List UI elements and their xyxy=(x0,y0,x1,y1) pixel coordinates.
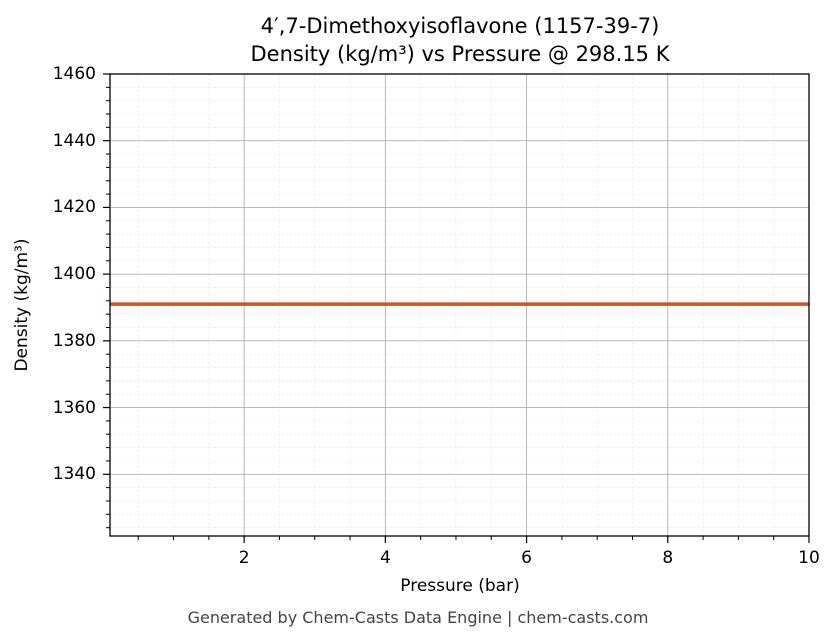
x-axis-label: Pressure (bar) xyxy=(400,576,520,596)
y-tick-label: 1400 xyxy=(52,264,96,285)
tick-marks xyxy=(103,73,810,543)
x-tick-label: 4 xyxy=(379,548,391,568)
x-tick-label: 10 xyxy=(798,548,820,568)
y-tick-label: 1440 xyxy=(52,130,96,151)
y-tick-label: 1380 xyxy=(52,330,96,351)
x-tick-label: 2 xyxy=(238,548,250,568)
y-tick-label: 1340 xyxy=(52,464,96,485)
plot-frame xyxy=(109,73,810,537)
y-tick-label: 1360 xyxy=(52,397,96,418)
footer-credit: Generated by Chem-Casts Data Engine | ch… xyxy=(187,608,649,627)
y-tick-label: 1420 xyxy=(52,197,96,218)
y-tick-label: 1460 xyxy=(52,64,96,84)
chart-subtitle: Density (kg/m³) vs Pressure @ 298.15 K xyxy=(250,42,670,66)
minor-gridlines xyxy=(110,74,809,536)
x-tick-label: 6 xyxy=(521,548,532,568)
x-tick-label: 8 xyxy=(662,548,674,568)
y-axis-label: Density (kg/m³) xyxy=(12,238,32,372)
chart-title: 4′,7-Dimethoxyisoflavone (1157-39-7) xyxy=(260,14,660,38)
